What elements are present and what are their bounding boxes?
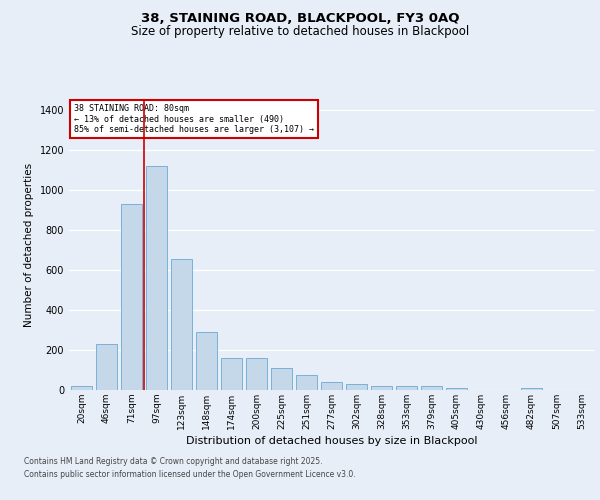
Bar [146, 166, 167, 390]
Bar [421, 386, 442, 390]
Bar [171, 259, 192, 390]
X-axis label: Distribution of detached houses by size in Blackpool: Distribution of detached houses by size … [186, 436, 477, 446]
Text: 38, STAINING ROAD, BLACKPOOL, FY3 0AQ: 38, STAINING ROAD, BLACKPOOL, FY3 0AQ [141, 12, 459, 26]
Text: 38 STAINING ROAD: 80sqm
← 13% of detached houses are smaller (490)
85% of semi-d: 38 STAINING ROAD: 80sqm ← 13% of detache… [74, 104, 314, 134]
Bar [371, 386, 392, 390]
Bar [96, 344, 117, 390]
Text: Contains public sector information licensed under the Open Government Licence v3: Contains public sector information licen… [24, 470, 356, 479]
Bar [271, 368, 292, 390]
Bar [346, 384, 367, 390]
Bar [321, 382, 342, 390]
Text: Contains HM Land Registry data © Crown copyright and database right 2025.: Contains HM Land Registry data © Crown c… [24, 458, 323, 466]
Bar [221, 358, 242, 390]
Bar [521, 388, 542, 390]
Bar [446, 388, 467, 390]
Bar [121, 204, 142, 390]
Bar [396, 386, 417, 390]
Bar [246, 358, 267, 390]
Bar [71, 386, 92, 390]
Text: Size of property relative to detached houses in Blackpool: Size of property relative to detached ho… [131, 25, 469, 38]
Y-axis label: Number of detached properties: Number of detached properties [24, 163, 34, 327]
Bar [296, 375, 317, 390]
Bar [196, 332, 217, 390]
